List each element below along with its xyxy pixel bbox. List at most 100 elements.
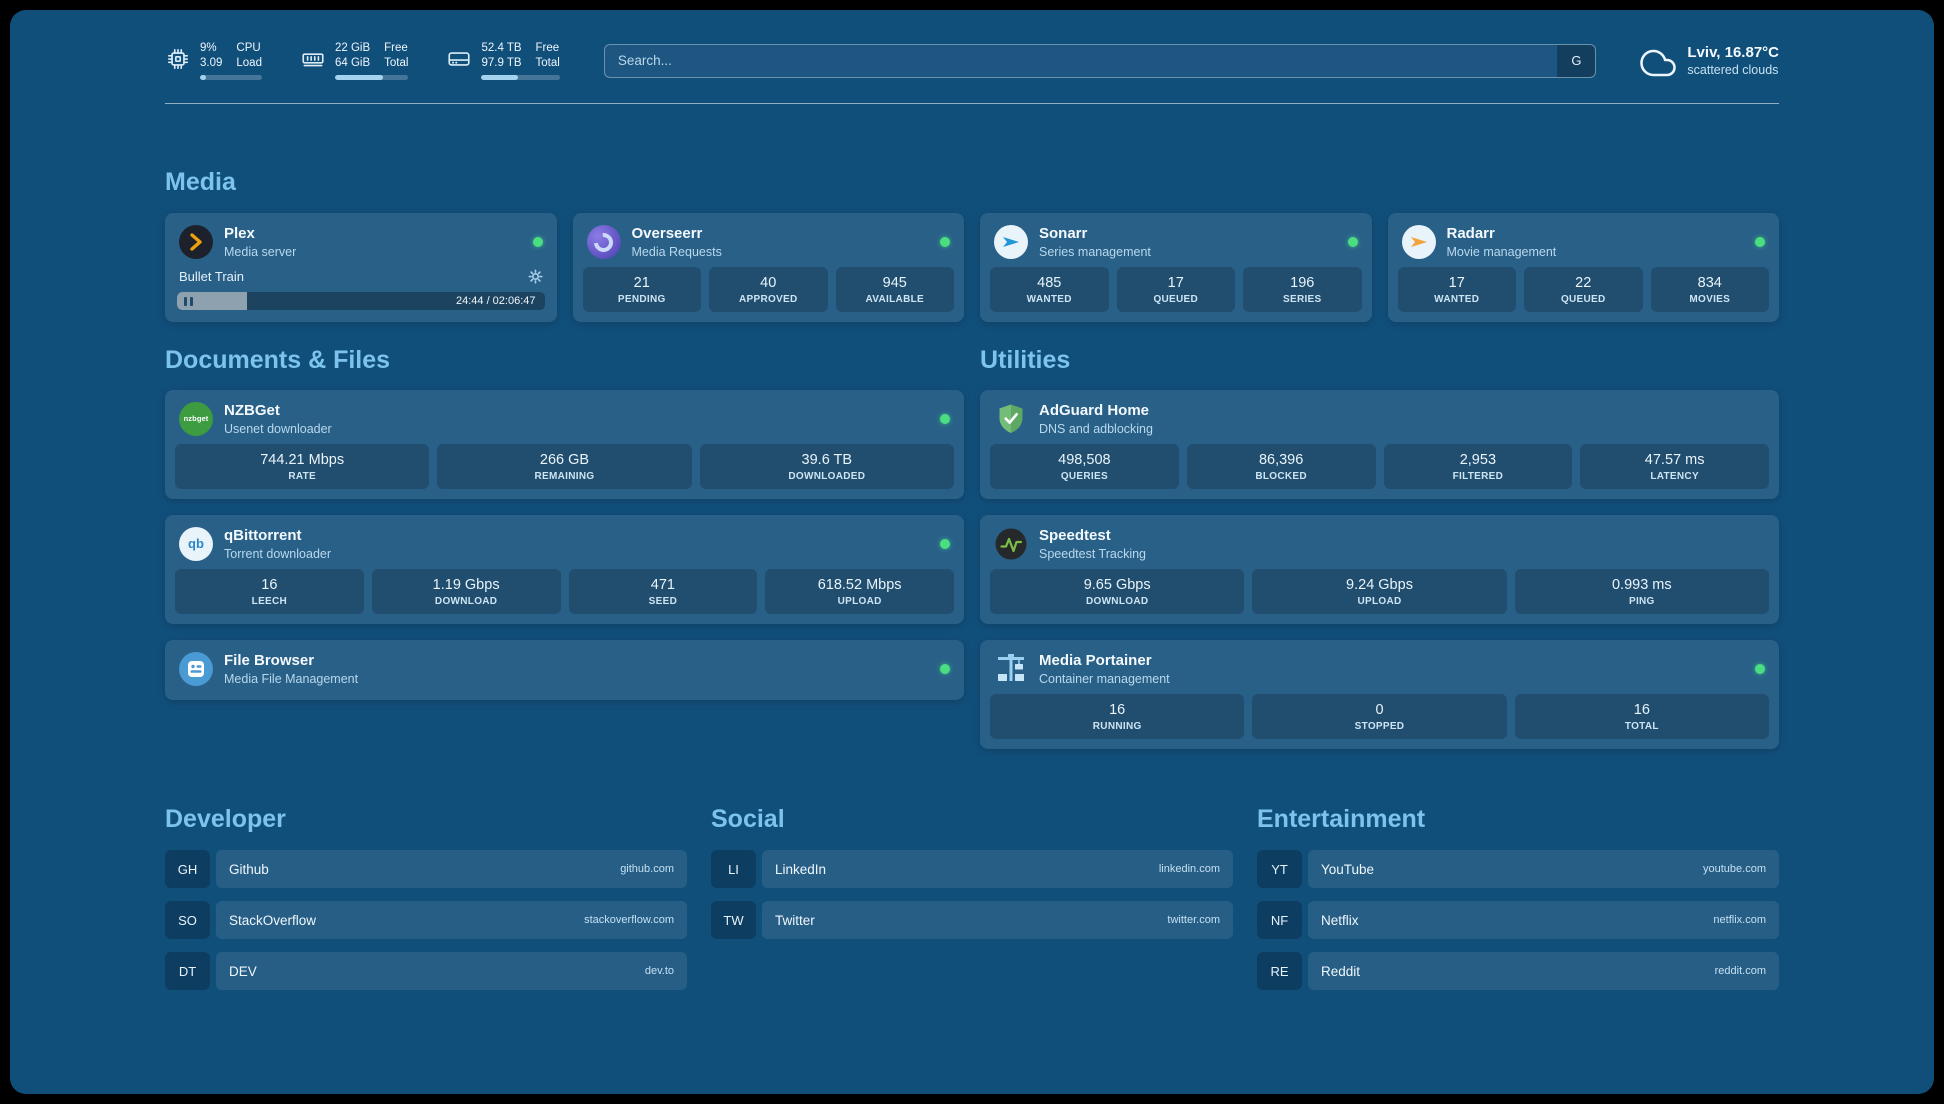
disk-total-value: 97.9 TB — [481, 57, 522, 69]
entertainment-heading: Entertainment — [1257, 805, 1426, 833]
dashboard-screen: 9% 3.09 CPU Load — [10, 10, 1934, 1094]
service-card-plex[interactable]: Plex Media server Bullet Train — [165, 213, 557, 322]
service-subtitle: Media Requests — [631, 245, 722, 259]
status-dot — [1755, 664, 1765, 674]
service-card-speedtest[interactable]: Speedtest Speedtest Tracking 9.65 Gbps D… — [980, 515, 1779, 624]
bookmark-stackoverflow[interactable]: SO StackOverflow stackoverflow.com — [165, 901, 687, 939]
bookmark-name: Netflix — [1321, 912, 1359, 928]
service-title: Radarr — [1446, 225, 1495, 242]
service-title: NZBGet — [224, 402, 280, 419]
bookmark-name: Reddit — [1321, 963, 1361, 979]
overseerr-swirl-icon — [586, 225, 621, 259]
service-title: Media Portainer — [1039, 652, 1152, 669]
bookmark-url: netflix.com — [1713, 914, 1766, 926]
service-card-sonarr[interactable]: Sonarr Series management 485 WANTED 17 Q… — [980, 213, 1372, 322]
bookmark-abbr: RE — [1257, 952, 1302, 990]
stat-queued: 17 QUEUED — [1116, 267, 1235, 312]
stat-upload: 618.52 Mbps UPLOAD — [765, 569, 954, 614]
gear-icon[interactable] — [527, 269, 543, 284]
service-card-adguard-home[interactable]: AdGuard Home DNS and adblocking 498,508 … — [980, 390, 1779, 499]
stat-ping: 0.993 ms PING — [1514, 569, 1769, 614]
playback-progress-fill — [177, 292, 247, 310]
service-subtitle: Series management — [1039, 245, 1151, 259]
service-card-nzbget[interactable]: nzbget NZBGet Usenet downloader 744.21 M… — [165, 390, 964, 499]
search-provider-button[interactable]: G — [1557, 44, 1596, 77]
ram-icon — [300, 46, 326, 72]
bookmark-url: linkedin.com — [1158, 863, 1220, 875]
disk-usage-bar-fill — [481, 75, 519, 80]
bookmark-group-entertainment: Entertainment YT YouTube youtube.com NF … — [1257, 805, 1779, 1003]
bookmark-abbr: TW — [711, 901, 756, 939]
status-dot — [532, 237, 543, 247]
bookmark-linkedin[interactable]: LI LinkedIn linkedin.com — [711, 850, 1233, 888]
pulse-icon — [994, 527, 1028, 561]
search-bar: G — [603, 43, 1597, 78]
memory-usage-bar-fill — [334, 75, 384, 80]
status-dot — [1347, 237, 1358, 247]
plex-chevron-icon — [179, 225, 213, 259]
cpu-widget: 9% 3.09 CPU Load — [165, 41, 262, 80]
bookmark-url: stackoverflow.com — [584, 914, 674, 926]
stat-downloaded: 39.6 TB DOWNLOADED — [699, 444, 954, 489]
bookmark-abbr: GH — [165, 850, 210, 888]
service-card-media-portainer[interactable]: Media Portainer Container management 16 … — [980, 640, 1779, 749]
memory-free-value: 22 GiB — [334, 42, 371, 54]
disk-usage-bar — [481, 75, 560, 80]
stat-latency: 47.57 ms LATENCY — [1580, 444, 1769, 489]
service-subtitle: Speedtest Tracking — [1039, 547, 1147, 561]
section-utilities: Utilities — [980, 346, 1779, 749]
service-title: Plex — [224, 225, 255, 242]
service-subtitle: Media server — [224, 245, 297, 259]
search-input[interactable] — [603, 43, 1597, 78]
service-subtitle: Media File Management — [224, 672, 359, 686]
developer-heading: Developer — [165, 805, 286, 833]
cpu-label-top: CPU — [236, 42, 261, 54]
weather-location: Lviv, 16.87°C — [1687, 44, 1779, 61]
stat-seed: 471 SEED — [568, 569, 758, 614]
service-title: qBittorrent — [224, 527, 302, 544]
status-dot — [940, 237, 950, 247]
bookmark-github[interactable]: GH Github github.com — [165, 850, 687, 888]
bookmark-abbr: NF — [1257, 901, 1302, 939]
playback-progress-bar[interactable]: 24:44 / 02:06:47 — [177, 292, 545, 310]
stat-movies: 834 MOVIES — [1650, 267, 1769, 312]
stat-queries: 498,508 QUERIES — [990, 444, 1179, 489]
dashboard-content: 9% 3.09 CPU Load — [10, 10, 1934, 1003]
disk-widget: 52.4 TB 97.9 TB Free Total — [446, 41, 560, 80]
pause-icon[interactable] — [184, 296, 193, 306]
status-dot — [940, 539, 950, 549]
service-card-overseerr[interactable]: Overseerr Media Requests 21 PENDING 40 A… — [572, 213, 964, 322]
media-section-heading: Media — [165, 168, 236, 196]
memory-widget: 22 GiB 64 GiB Free Total — [300, 41, 409, 80]
memory-label-bottom: Total — [384, 57, 409, 69]
plex-now-playing: Bullet Train 24:44 / 02:06:47 — [175, 269, 547, 312]
playback-time: 24:44 / 02:06:47 — [455, 295, 536, 307]
bookmark-name: YouTube — [1321, 861, 1375, 877]
cpu-label-bottom: Load — [236, 57, 262, 69]
weather-widget: Lviv, 16.87°C scattered clouds — [1640, 40, 1779, 81]
stat-upload: 9.24 Gbps UPLOAD — [1252, 569, 1507, 614]
weather-text: Lviv, 16.87°C scattered clouds — [1687, 44, 1779, 77]
stat-series: 196 SERIES — [1243, 267, 1362, 312]
filebrowser-icon — [179, 652, 213, 686]
bookmark-netflix[interactable]: NF Netflix netflix.com — [1257, 901, 1779, 939]
service-card-filebrowser[interactable]: File Browser Media File Management — [165, 640, 964, 700]
memory-total-value: 64 GiB — [334, 57, 371, 69]
bookmark-group-social: Social LI LinkedIn linkedin.com TW Twitt… — [711, 805, 1233, 1003]
service-subtitle: Torrent downloader — [224, 547, 332, 561]
bookmark-reddit[interactable]: RE Reddit reddit.com — [1257, 952, 1779, 990]
bookmark-twitter[interactable]: TW Twitter twitter.com — [711, 901, 1233, 939]
cpu-usage-value: 9% — [200, 42, 217, 54]
shield-check-icon — [994, 402, 1028, 436]
crane-icon — [994, 652, 1028, 686]
service-card-radarr[interactable]: Radarr Movie management 17 WANTED 22 QUE… — [1387, 213, 1779, 322]
service-subtitle: Usenet downloader — [224, 422, 332, 436]
service-card-qbittorrent[interactable]: qb qBittorrent Torrent downloader 16 LEE… — [165, 515, 964, 624]
stat-download: 1.19 Gbps DOWNLOAD — [371, 569, 561, 614]
bookmark-dev[interactable]: DT DEV dev.to — [165, 952, 687, 990]
documents-section-heading: Documents & Files — [165, 346, 391, 374]
bookmark-url: youtube.com — [1703, 863, 1766, 875]
bookmark-url: github.com — [620, 863, 674, 875]
service-subtitle: DNS and adblocking — [1039, 422, 1153, 436]
bookmark-youtube[interactable]: YT YouTube youtube.com — [1257, 850, 1779, 888]
